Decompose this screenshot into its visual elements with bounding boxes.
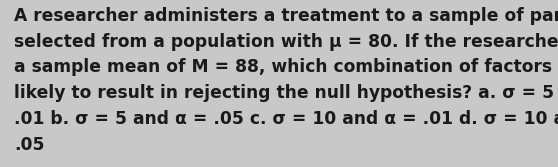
Text: a sample mean of M = 88, which combination of factors is most: a sample mean of M = 88, which combinati… (14, 58, 558, 76)
Text: A researcher administers a treatment to a sample of participants: A researcher administers a treatment to … (14, 7, 558, 25)
Text: .01 b. σ = 5 and α = .05 c. σ = 10 and α = .01 d. σ = 10 and α =: .01 b. σ = 5 and α = .05 c. σ = 10 and α… (14, 110, 558, 128)
Text: selected from a population with μ = 80. If the researcher obtains: selected from a population with μ = 80. … (14, 33, 558, 51)
Text: likely to result in rejecting the null hypothesis? a. σ = 5 and α =: likely to result in rejecting the null h… (14, 84, 558, 102)
Text: .05: .05 (14, 136, 45, 154)
